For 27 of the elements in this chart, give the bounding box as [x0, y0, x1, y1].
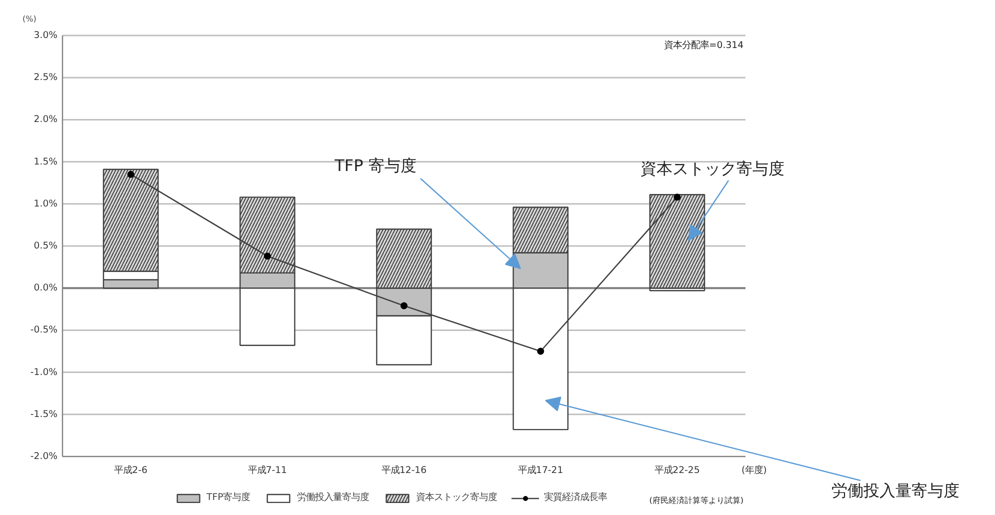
text: (府民経済計算等より試算): [649, 496, 744, 505]
legend-label: 実質経済成長率: [544, 491, 608, 504]
legend-label: 資本ストック寄与度: [416, 491, 498, 504]
legend-label: TFP寄与度: [206, 491, 250, 504]
annotation: 資本分配率=0.314: [664, 40, 744, 51]
x-tick-label: 平成2-6: [114, 465, 148, 476]
text: 労働投入量寄与度: [832, 481, 960, 500]
y-tick-label: 0.0%: [34, 282, 58, 294]
x-tick-label: 平成17-21: [518, 465, 564, 476]
annotation: TFP 寄与度: [334, 156, 416, 175]
x-axis-title: (年度): [742, 465, 767, 476]
y-tick-label: -0.5%: [30, 324, 58, 336]
x-tick-label: 平成22-25: [654, 465, 700, 476]
annotation: 資本ストック寄与度: [640, 159, 784, 178]
x-tick-label: 平成12-16: [381, 465, 427, 476]
y-tick-label: 1.5%: [34, 156, 58, 168]
y-tick-label: -1.0%: [30, 366, 58, 378]
y-tick-label: 0.5%: [34, 240, 58, 252]
y-tick-label: -2.0%: [30, 451, 58, 462]
legend-label: 労働投入量寄与度: [297, 491, 370, 504]
y-tick-label: 2.5%: [34, 72, 58, 84]
y-axis-title: (%): [22, 14, 36, 24]
y-tick-label: 3.0%: [34, 30, 58, 41]
y-tick-label: 1.0%: [34, 198, 58, 210]
x-tick-label: 平成7-11: [248, 465, 288, 476]
y-tick-label: 2.0%: [34, 114, 58, 126]
y-tick-label: -1.5%: [30, 408, 58, 420]
